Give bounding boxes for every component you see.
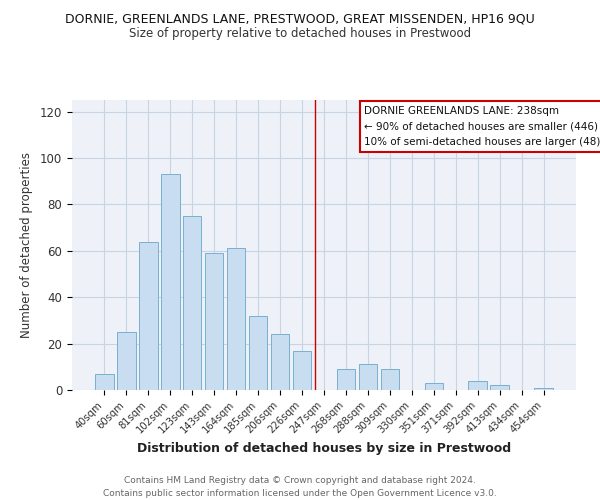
Text: Contains HM Land Registry data © Crown copyright and database right 2024.
Contai: Contains HM Land Registry data © Crown c… bbox=[103, 476, 497, 498]
Bar bbox=[425, 383, 443, 390]
Bar bbox=[227, 248, 245, 390]
Bar bbox=[271, 334, 289, 390]
Bar bbox=[293, 350, 311, 390]
Text: DORNIE, GREENLANDS LANE, PRESTWOOD, GREAT MISSENDEN, HP16 9QU: DORNIE, GREENLANDS LANE, PRESTWOOD, GREA… bbox=[65, 12, 535, 26]
Bar bbox=[249, 316, 268, 390]
Bar bbox=[380, 369, 399, 390]
Bar bbox=[205, 253, 223, 390]
Bar bbox=[95, 374, 113, 390]
X-axis label: Distribution of detached houses by size in Prestwood: Distribution of detached houses by size … bbox=[137, 442, 511, 456]
Bar bbox=[359, 364, 377, 390]
Bar bbox=[535, 388, 553, 390]
Bar bbox=[337, 369, 355, 390]
Y-axis label: Number of detached properties: Number of detached properties bbox=[20, 152, 33, 338]
Bar bbox=[161, 174, 179, 390]
Text: DORNIE GREENLANDS LANE: 238sqm
← 90% of detached houses are smaller (446)
10% of: DORNIE GREENLANDS LANE: 238sqm ← 90% of … bbox=[364, 106, 600, 147]
Bar bbox=[183, 216, 202, 390]
Bar bbox=[490, 386, 509, 390]
Bar bbox=[469, 380, 487, 390]
Bar bbox=[117, 332, 136, 390]
Text: Size of property relative to detached houses in Prestwood: Size of property relative to detached ho… bbox=[129, 28, 471, 40]
Bar bbox=[139, 242, 158, 390]
